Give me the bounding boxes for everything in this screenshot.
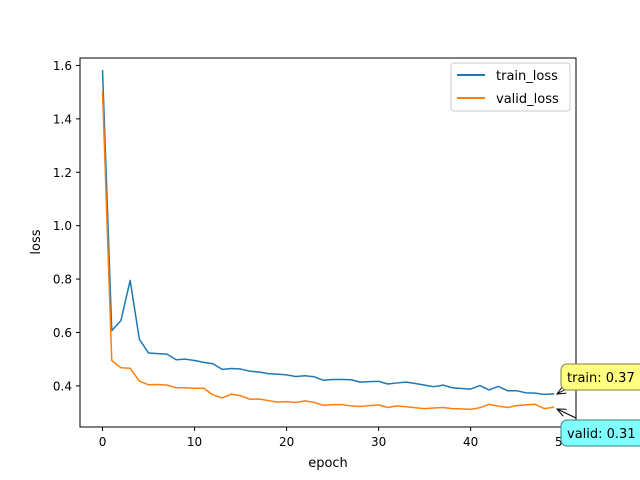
annotation-valid-box	[560, 419, 640, 447]
annotation-valid: valid: 0.31	[557, 409, 640, 447]
annotation-train: train: 0.37	[557, 363, 640, 394]
plot-frame	[79, 57, 577, 428]
y-axis-label: loss	[29, 229, 44, 254]
x-tick-label: 20	[279, 435, 294, 449]
annotation-valid-text: valid: 0.31	[567, 427, 636, 442]
annotation-train-text: train: 0.37	[567, 371, 635, 386]
y-ticks: 0.4 0.6 0.8 1.0 1.2 1.4 1.6	[53, 59, 80, 393]
series-line-valid_loss	[101, 91, 555, 411]
y-tick-label: 1.4	[53, 112, 72, 126]
y-tick-label: 1.6	[53, 59, 72, 73]
y-tick-label: 0.6	[53, 326, 72, 340]
annotation-valid-arrow	[557, 409, 577, 419]
legend-label-train: train_loss	[496, 69, 558, 84]
annotation-train-box	[560, 363, 640, 391]
x-tick-label: 30	[371, 435, 386, 449]
y-tick-label: 0.4	[53, 379, 72, 393]
x-tick-label: 0	[99, 435, 107, 449]
legend-label-valid: valid_loss	[496, 92, 559, 107]
y-tick-label: 1.0	[53, 219, 72, 233]
x-tick-label: 10	[187, 435, 202, 449]
series-line-train_loss	[101, 70, 555, 396]
y-tick-label: 0.8	[53, 273, 72, 287]
x-tick-label: 40	[463, 435, 478, 449]
x-axis-label: epoch	[308, 456, 348, 471]
legend: train_loss valid_loss	[450, 62, 571, 112]
series-layer	[101, 70, 555, 411]
y-tick-label: 1.2	[53, 166, 72, 180]
